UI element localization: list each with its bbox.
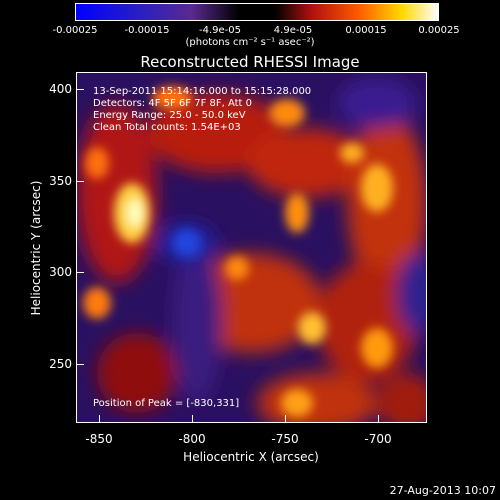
y-tick-label: 250	[49, 357, 72, 371]
x-tick-mark	[285, 415, 286, 422]
time-range-text: 13-Sep-2011 15:14:16.000 to 15:15:28.000	[93, 86, 312, 97]
colorbar-tick: -0.00025	[52, 25, 98, 36]
x-tick-mark	[99, 415, 100, 422]
energy-range-text: Energy Range: 25.0 - 50.0 keV	[93, 110, 246, 121]
colorbar-tick: -4.9e-05	[199, 25, 241, 36]
y-axis-label: Heliocentric Y (arcsec)	[29, 180, 43, 316]
y-tick-label: 300	[49, 265, 72, 279]
x-tick-label: -850	[85, 432, 113, 446]
x-tick-label: -800	[178, 432, 206, 446]
x-tick-mark	[192, 415, 193, 422]
y-tick-label: 350	[49, 174, 72, 188]
colorbar-tick: -0.00015	[124, 25, 170, 36]
rhessi-image: 13-Sep-2011 15:14:16.000 to 15:15:28.000…	[76, 72, 427, 423]
x-tick-label: -700	[364, 432, 392, 446]
y-tick-mark	[77, 181, 84, 182]
timestamp: 27-Aug-2013 10:07	[389, 484, 496, 497]
y-tick-mark	[77, 272, 84, 273]
colorbar-tick: 4.9e-05	[273, 25, 313, 36]
colorbar	[75, 3, 439, 21]
y-tick-label: 400	[49, 82, 72, 96]
y-tick-mark	[77, 89, 84, 90]
peak-position-text: Position of Peak = [-830,331]	[93, 398, 240, 409]
colorbar-tick: 0.00025	[418, 25, 460, 36]
image-title: Reconstructed RHESSI Image	[140, 53, 360, 71]
x-tick-label: -750	[271, 432, 299, 446]
clean-counts-text: Clean Total counts: 1.54E+03	[93, 122, 241, 133]
x-axis-label: Heliocentric X (arcsec)	[183, 450, 319, 464]
detectors-text: Detectors: 4F 5F 6F 7F 8F, Att 0	[93, 98, 253, 109]
colorbar-units: (photons cm⁻² s⁻¹ asec⁻²)	[185, 37, 315, 48]
colorbar-tick: 0.00015	[345, 25, 387, 36]
x-tick-mark	[378, 415, 379, 422]
y-tick-mark	[77, 364, 84, 365]
